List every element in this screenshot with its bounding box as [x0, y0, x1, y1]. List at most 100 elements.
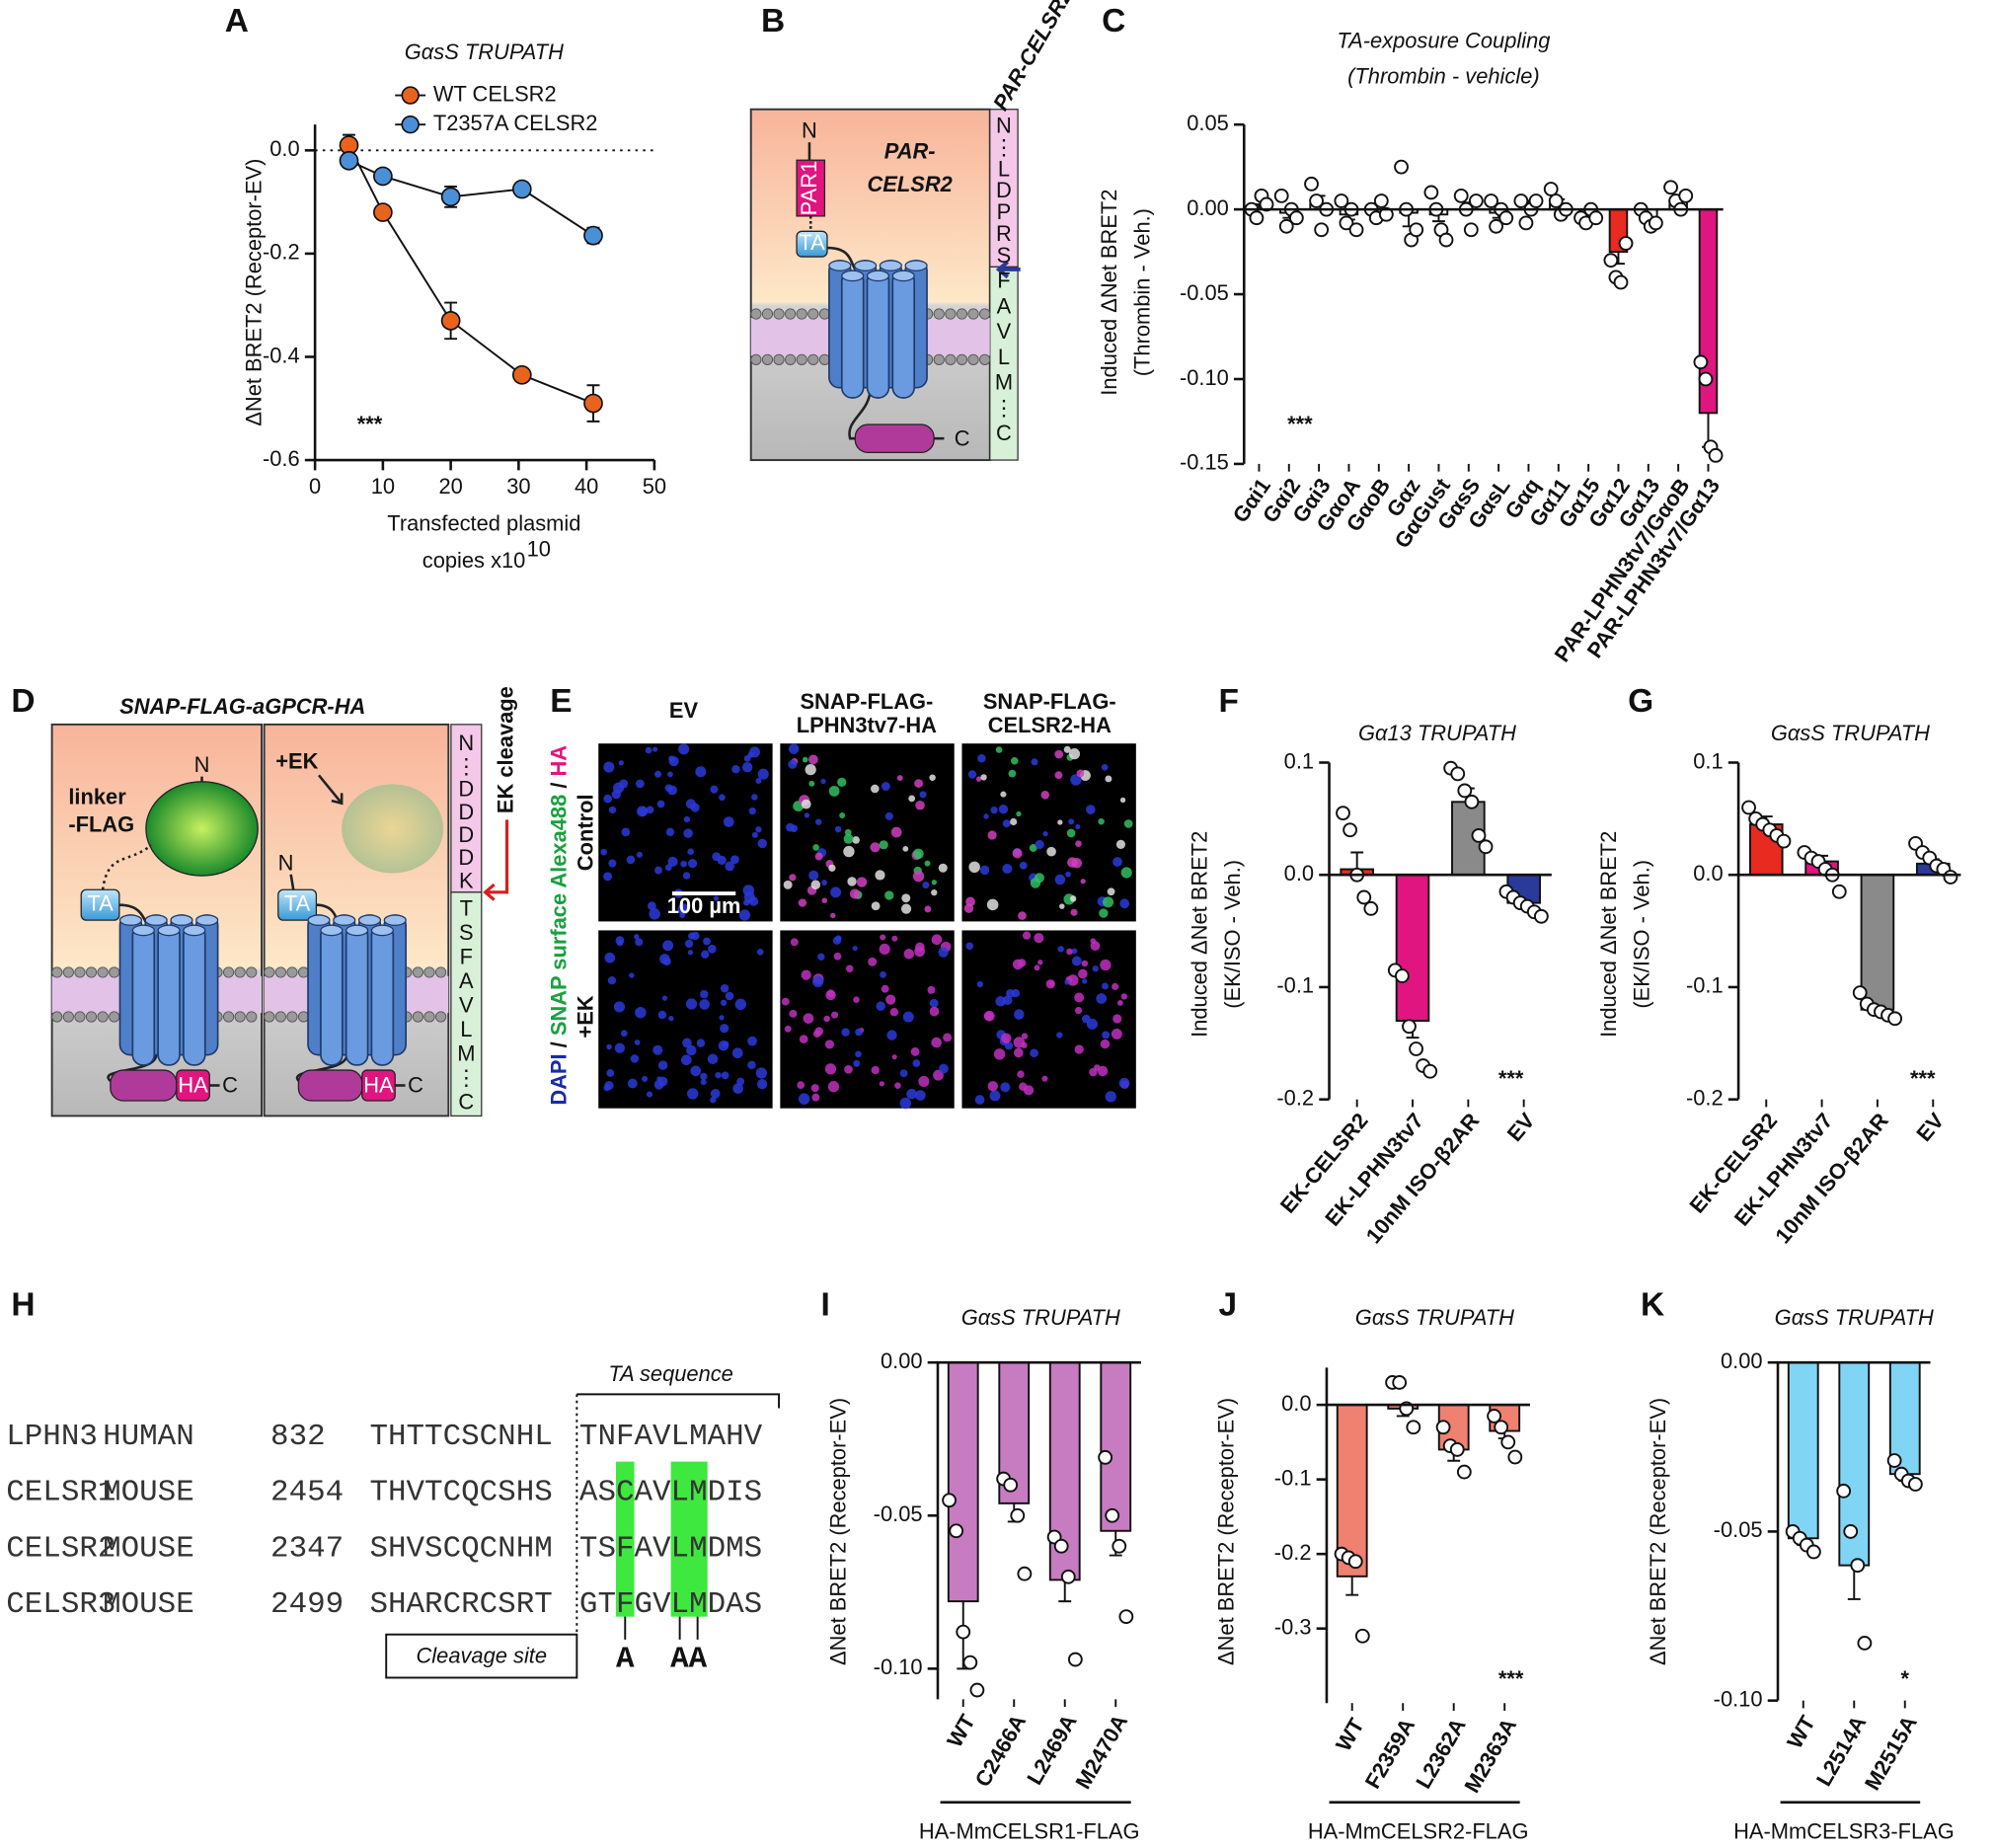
column-header: CELSR2-HA	[988, 713, 1112, 737]
cell-spot	[668, 755, 675, 763]
ek-label: +EK	[275, 748, 318, 773]
cell-spot	[1119, 797, 1126, 804]
cell-spot	[603, 761, 615, 773]
data-point	[1457, 783, 1473, 799]
y-tick-label: -0.2	[1274, 1540, 1312, 1565]
data-point	[1693, 354, 1709, 370]
cell-spot	[620, 1030, 628, 1038]
cell-spot	[1070, 895, 1077, 902]
cell-spot	[627, 1078, 638, 1089]
cell-spot	[1010, 757, 1019, 765]
group-label: HA-MmCELSR3-FLAG	[1733, 1818, 1955, 1843]
cell-spot	[1035, 839, 1044, 850]
helix	[157, 924, 181, 1066]
cell-spot	[604, 1080, 614, 1091]
cell-spot	[801, 969, 811, 980]
lipid-head	[97, 1011, 109, 1023]
sequence-letter: D	[458, 800, 474, 824]
sequence-letter: D	[458, 777, 474, 802]
alignment-cell: THVTCQCSHS	[369, 1476, 552, 1510]
y-tick-label: 0.00	[1187, 195, 1229, 220]
bar	[1395, 874, 1430, 1023]
cell-spot	[1029, 844, 1037, 852]
cell-spot	[1054, 749, 1064, 759]
lipid-head	[785, 353, 797, 365]
cell-spot	[646, 806, 654, 814]
axis-label: Transfected plasmid	[387, 511, 580, 536]
data-point	[956, 1624, 971, 1640]
cell-spot	[1040, 791, 1050, 800]
alignment-rows: LPHN3 HUMAN 832 THTTCSCNHL TNFAVLMAHVCELSR1M…	[6, 1420, 762, 1622]
column-header: LPHN3tv7-HA	[797, 713, 937, 737]
alignment-cell: TSFAVLMDMS	[579, 1531, 762, 1566]
cell-spot	[828, 864, 836, 872]
alignment-cell: CELSR1	[6, 1476, 115, 1510]
lipid-head	[109, 1011, 120, 1023]
alignment-cell: 2454	[270, 1476, 344, 1510]
alignment-cell: CELSR2	[6, 1531, 115, 1566]
lipid-head	[807, 308, 819, 320]
cell-spot	[894, 1082, 901, 1089]
lipid-head	[274, 1011, 286, 1023]
alignment-cell: MOUSE	[103, 1587, 194, 1622]
cell-spot	[880, 970, 886, 978]
axis-label: ΔNet BRET2 (Receptor-EV)	[241, 159, 266, 426]
cell-spot	[993, 1048, 1006, 1060]
linker-label: -FLAG	[68, 812, 134, 837]
cell-spot	[801, 799, 811, 809]
cell-spot	[885, 994, 896, 1005]
cell-spot	[922, 881, 930, 889]
cell-spot	[703, 937, 711, 946]
cell-spot	[798, 898, 807, 907]
cell-spot	[755, 1067, 768, 1079]
panel-labels: A B C D E F G H I J K	[11, 3, 1664, 1323]
axis-label: (EK/ISO - Veh.)	[1629, 860, 1653, 1009]
helix-top	[345, 924, 369, 937]
cell-spot	[1067, 857, 1078, 868]
sequence-letter: C	[458, 1089, 474, 1114]
cell-spot	[677, 903, 689, 915]
cell-spot	[668, 1016, 674, 1022]
receptor	[307, 914, 408, 1066]
stain: DAPI	[546, 1053, 571, 1105]
cell-spot	[820, 778, 826, 785]
cell-spot	[977, 754, 986, 763]
data-point	[1463, 222, 1479, 238]
data-point	[1453, 188, 1469, 203]
point	[583, 225, 603, 246]
cell-spot	[603, 872, 613, 882]
sequence-letter: L	[998, 345, 1010, 369]
cell-spot	[902, 845, 909, 852]
legend-marker	[401, 86, 420, 105]
cell-spot	[687, 859, 698, 869]
cell-spot	[841, 1028, 850, 1037]
cell-spot	[811, 1093, 820, 1102]
data-point	[1343, 822, 1358, 838]
y-tick-label: 0.0	[1284, 861, 1314, 886]
helix	[866, 270, 890, 399]
micrograph	[598, 930, 773, 1109]
data-point	[1588, 210, 1604, 226]
construct-name: PAR-	[884, 138, 936, 163]
cell-spot	[808, 870, 819, 881]
cell-spot	[912, 1059, 921, 1067]
data-point	[1402, 1019, 1417, 1035]
helix	[370, 924, 395, 1066]
cell-spot	[1074, 992, 1085, 1003]
cell-spot	[725, 861, 735, 872]
sequence-letter: ⋮	[993, 134, 1015, 159]
cell-spot	[1059, 903, 1065, 909]
cell-spot	[700, 989, 709, 999]
data-point	[962, 1655, 978, 1670]
cell-spot	[1019, 1082, 1028, 1092]
cell-spot	[1113, 1014, 1122, 1024]
cell-spot	[1030, 1048, 1038, 1058]
helix-top	[320, 924, 344, 937]
x-tick-label: 50	[643, 474, 666, 499]
cell-spot	[608, 806, 617, 814]
data-point	[1249, 210, 1265, 226]
axis-label: (Thrombin - Veh.)	[1129, 208, 1154, 376]
lipid-head	[51, 966, 63, 978]
cell-spot	[696, 1039, 706, 1047]
